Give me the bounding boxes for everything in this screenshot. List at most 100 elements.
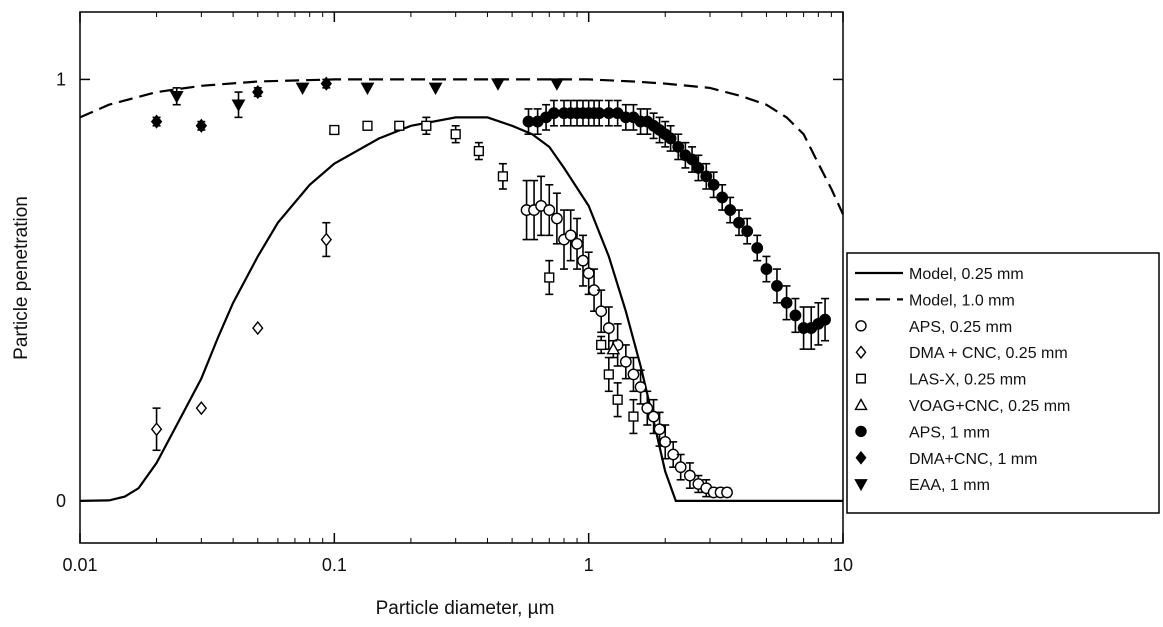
- legend-marker-swatch: [855, 345, 867, 360]
- legend: Model, 0.25 mm Model, 1.0 mm APS, 0.25 mm D…: [846, 252, 1160, 514]
- series-model-1-0-mm: [79, 78, 844, 215]
- plot-frame: [79, 11, 844, 544]
- data-point: [771, 280, 783, 292]
- legend-label: Model, 0.25 mm: [909, 266, 1024, 283]
- legend-label: VOAG+CNC, 0.25 mm: [909, 398, 1070, 415]
- series-line: [79, 116, 843, 502]
- data-point: [195, 118, 208, 133]
- data-point: [421, 120, 432, 131]
- data-point: [641, 402, 654, 415]
- legend-marker-swatch: [855, 425, 867, 438]
- data-point: [577, 254, 589, 267]
- data-point: [252, 320, 264, 336]
- data-point: [549, 78, 564, 91]
- data-point: [603, 369, 614, 380]
- y-axis-title: Particle penetration: [11, 196, 32, 360]
- x-tick-label: 10: [833, 555, 853, 575]
- legend-item-voag-cnc-0-25-mm: VOAG+CNC, 0.25 mm: [854, 398, 1070, 415]
- series-eaa-1-mm: [169, 78, 564, 119]
- data-point: [724, 204, 737, 216]
- legend-item-model-0-25-mm: Model, 0.25 mm: [855, 266, 1024, 283]
- legend-item-aps-1-mm: APS, 1 mm: [855, 424, 990, 441]
- data-point: [634, 381, 647, 393]
- data-point: [428, 82, 443, 96]
- series-voag-cnc-0-25-mm: [606, 339, 621, 359]
- data-point: [543, 204, 556, 216]
- data-point: [700, 170, 713, 183]
- series-dma-cnc-0-25-mm: [150, 221, 332, 452]
- legend-label: LAS-X, 0.25 mm: [909, 372, 1026, 389]
- axis-ticks: 0.01 0.1 1 10 0 1: [56, 12, 853, 575]
- data-point: [606, 341, 621, 355]
- legend-marker-swatch: [854, 479, 868, 492]
- data-point: [231, 99, 246, 112]
- legend-marker-swatch: [855, 450, 867, 465]
- data-point: [683, 469, 696, 482]
- x-tick-label: 0.01: [62, 555, 97, 575]
- data-point: [169, 91, 184, 104]
- legend-item-aps-0-25-mm: APS, 0.25 mm: [855, 319, 1012, 336]
- y-tick-label: 0: [56, 491, 66, 511]
- data-point: [733, 216, 745, 229]
- data-point: [564, 229, 577, 242]
- legend-marker-swatch: [855, 320, 867, 332]
- data-point: [692, 162, 705, 174]
- series-dma-cnc-1-mm: [150, 76, 332, 133]
- data-point: [497, 171, 509, 182]
- data-point: [252, 84, 264, 100]
- data-point: [627, 368, 640, 381]
- data-point: [760, 263, 773, 275]
- series-aps-1-mm: [522, 99, 831, 350]
- data-point: [707, 178, 720, 191]
- data-point: [741, 225, 754, 238]
- data-point: [780, 296, 793, 309]
- data-point: [721, 486, 733, 499]
- data-point: [628, 411, 639, 422]
- x-axis-title: Particle diameter, µm: [376, 598, 555, 619]
- data-point: [571, 237, 583, 250]
- data-point: [674, 461, 687, 474]
- legend-marker-swatch: [856, 373, 866, 384]
- data-point: [550, 212, 563, 225]
- data-point: [612, 394, 623, 405]
- series-model-0-25-mm: [79, 116, 843, 502]
- data-point: [789, 309, 802, 322]
- data-point: [686, 153, 698, 166]
- series-las-x-0-25-mm: [329, 116, 639, 435]
- data-point: [295, 82, 310, 96]
- data-point: [544, 272, 555, 283]
- legend-marker-swatch: [854, 398, 868, 411]
- legend-label: APS, 0.25 mm: [909, 319, 1012, 336]
- data-point: [619, 355, 632, 368]
- legend-label: EAA, 1 mm: [909, 477, 990, 494]
- data-point: [320, 232, 332, 247]
- series-line: [79, 78, 844, 215]
- legend-label: APS, 1 mm: [909, 424, 990, 441]
- data-point: [195, 401, 208, 416]
- data-point: [664, 132, 677, 145]
- data-point: [672, 140, 685, 153]
- data-point: [150, 114, 163, 129]
- legend-label: DMA + CNC, 0.25 mm: [909, 345, 1068, 362]
- data-point: [548, 107, 560, 120]
- data-point: [819, 313, 831, 326]
- data-point: [320, 76, 332, 91]
- series-aps-0-25-mm: [520, 175, 733, 499]
- legend-label: Model, 1.0 mm: [909, 292, 1015, 309]
- data-point: [602, 322, 615, 334]
- series-layer: [79, 76, 844, 502]
- data-point: [450, 129, 461, 140]
- data-point: [659, 435, 672, 448]
- data-point: [593, 107, 606, 120]
- data-point: [362, 120, 373, 131]
- data-point: [394, 120, 405, 131]
- legend-item-las-x-0-25-mm: LAS-X, 0.25 mm: [856, 372, 1026, 389]
- y-tick-label: 1: [56, 69, 66, 89]
- legend-item-dma-cnc-1-mm: DMA+CNC, 1 mm: [855, 450, 1037, 468]
- x-tick-label: 1: [584, 555, 594, 575]
- x-tick-label: 0.1: [322, 555, 347, 575]
- data-point: [596, 339, 607, 351]
- data-point: [360, 82, 375, 96]
- data-point: [716, 191, 729, 204]
